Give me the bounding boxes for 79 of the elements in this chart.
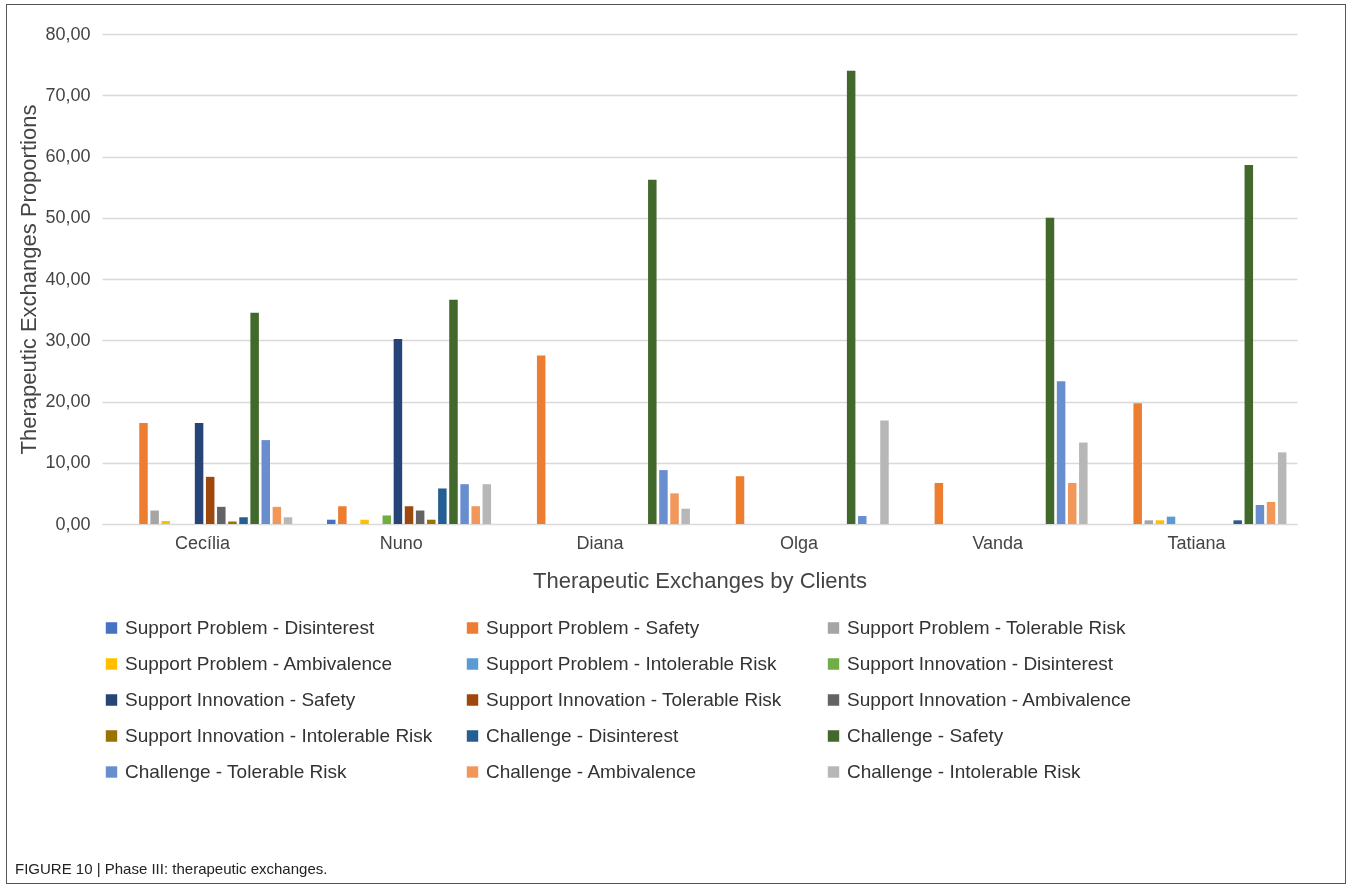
legend-label: Support Innovation - Disinterest	[847, 653, 1114, 674]
legend-label: Challenge - Disinterest	[486, 725, 679, 746]
bar	[427, 519, 436, 524]
y-axis-title: Therapeutic Exchanges Proportions	[16, 104, 42, 455]
bar	[272, 506, 282, 524]
bar	[161, 520, 170, 524]
x-axis-title: Therapeutic Exchanges by Clients	[533, 567, 867, 593]
bar	[139, 422, 148, 524]
legend-label: Support Innovation - Safety	[125, 689, 356, 710]
bar	[1155, 520, 1165, 524]
y-tick-label: 60,00	[45, 146, 91, 166]
bar	[250, 312, 259, 524]
legend-label: Support Problem - Disinterest	[125, 617, 375, 638]
bar	[659, 470, 668, 524]
bar	[1277, 452, 1287, 524]
bar	[1045, 217, 1055, 524]
bar	[1144, 520, 1154, 524]
x-tick-label: Vanda	[972, 532, 1025, 553]
bar	[880, 420, 889, 524]
caption: FIGURE 10 | Phase III: therapeutic exchanges.	[15, 860, 328, 877]
bar	[858, 516, 867, 524]
bar	[735, 476, 745, 524]
legend-label: Support Problem - Tolerable Risk	[847, 617, 1126, 638]
bar	[239, 517, 248, 524]
bar	[338, 506, 347, 524]
legend-label: Support Innovation - Ambivalence	[847, 689, 1132, 710]
legend-label: Support Problem - Ambivalence	[125, 653, 393, 674]
bar	[449, 299, 458, 524]
bar	[1244, 165, 1254, 524]
bar	[393, 339, 403, 524]
bar	[261, 440, 271, 524]
y-tick-label: 30,00	[45, 329, 91, 350]
bar	[438, 488, 447, 524]
y-tick-label: 10,00	[45, 452, 91, 473]
y-tick-label: 0,00	[55, 513, 91, 534]
bar	[360, 519, 369, 524]
bar	[382, 515, 392, 524]
bar	[1067, 482, 1077, 524]
bar	[150, 510, 159, 524]
x-tick-label: Diana	[576, 532, 625, 553]
x-tick-label: Nuno	[379, 532, 423, 553]
bar	[670, 493, 679, 524]
legend-label: Challenge - Safety	[847, 725, 1004, 746]
bar	[415, 510, 425, 524]
bar	[205, 476, 215, 524]
bar	[536, 355, 546, 524]
y-tick-label: 40,00	[45, 268, 91, 289]
legend-label: Challenge - Ambivalence	[486, 761, 697, 782]
bar	[648, 179, 657, 524]
y-tick-label: 20,00	[45, 391, 91, 411]
bar	[846, 70, 856, 524]
y-tick-label: 50,00	[45, 207, 91, 228]
legend-label: Support Innovation - Intolerable Risk	[125, 725, 433, 746]
legend-label: Challenge - Tolerable Risk	[125, 761, 347, 782]
bar	[194, 422, 204, 524]
x-tick-label: Cecília	[174, 532, 231, 553]
bar	[471, 506, 480, 524]
bar	[1133, 403, 1142, 524]
bar	[460, 484, 469, 524]
bar	[404, 506, 414, 524]
y-tick-label: 80,00	[45, 23, 91, 44]
legend-label: Challenge - Intolerable Risk	[847, 761, 1081, 782]
bar	[1056, 381, 1066, 524]
bar	[681, 508, 690, 524]
bar	[1233, 520, 1242, 524]
bar	[1079, 442, 1088, 524]
bar	[217, 506, 226, 524]
bar	[283, 517, 293, 524]
y-tick-label: 70,00	[45, 84, 91, 105]
bar	[1255, 505, 1265, 524]
bar	[1266, 501, 1276, 524]
x-tick-label: Tatiana	[1167, 532, 1227, 553]
bar	[1166, 516, 1176, 524]
legend-label: Support Problem - Intolerable Risk	[486, 653, 777, 674]
bar	[934, 482, 944, 524]
bar	[482, 484, 492, 524]
legend-label: Support Innovation - Tolerable Risk	[486, 689, 782, 710]
legend-label: Support Problem - Safety	[486, 617, 700, 638]
x-tick-label: Olga	[779, 532, 819, 553]
